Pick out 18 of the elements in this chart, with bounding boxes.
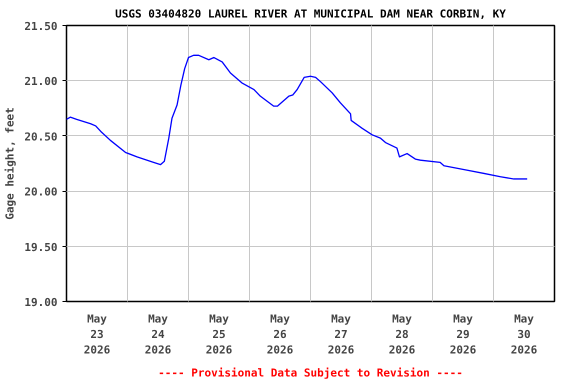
y-tick-label: 20.00 (24, 186, 58, 199)
y-tick-label: 19.50 (24, 240, 58, 254)
x-tick-label: May 30 2026 (510, 312, 538, 357)
text: ---- Provisional Data Subject to Revision ---- (158, 366, 463, 380)
chart-title: USGS 03404820 LAUREL RIVER AT MUNICIPAL DAM NEAR CORBIN, KY (115, 8, 506, 20)
y-tick-label: 19.00 (24, 296, 58, 309)
x-tick-label: May 24 2026 (144, 312, 172, 357)
line-series (66, 54, 528, 180)
x-tick-label: May 27 2026 (328, 312, 355, 357)
x-tick-label: May 29 2026 (450, 312, 477, 357)
x-tick-label: May 25 2026 (206, 312, 233, 357)
y-axis-title: Gage height, feet (3, 107, 16, 220)
x-tick-label: May 23 2026 (84, 312, 111, 357)
y-tick-label: 21.50 (24, 20, 58, 33)
x-tick-label: May 28 2026 (388, 312, 416, 357)
x-tick-label: May 26 2026 (266, 312, 294, 357)
y-tick-label: 20.50 (24, 130, 58, 144)
y-tick-label: 21.00 (24, 75, 58, 88)
